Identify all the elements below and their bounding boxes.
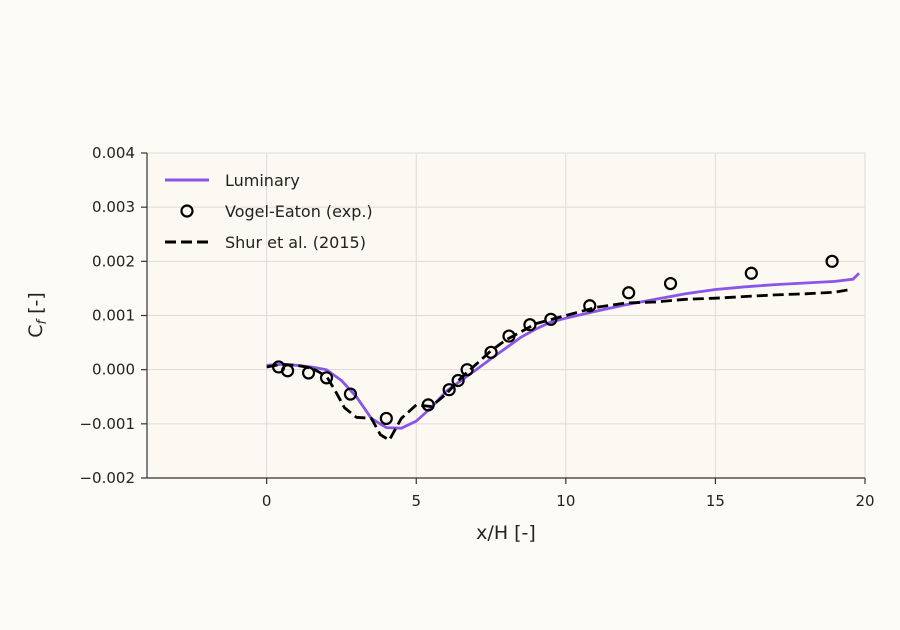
legend-label-shur: Shur et al. (2015) xyxy=(225,233,366,252)
y-tick-label: 0.003 xyxy=(92,198,135,216)
data-point-vogel-eaton-exp xyxy=(421,398,435,412)
y-tick-label: 0.002 xyxy=(92,252,135,270)
data-point-vogel-eaton-exp xyxy=(460,363,474,377)
x-tick-label: 5 xyxy=(411,492,421,510)
data-point-vogel-eaton-exp xyxy=(442,383,456,397)
y-axis-label-main: C xyxy=(25,325,47,338)
legend-swatch-vogel-eaton xyxy=(180,204,194,218)
data-point-vogel-eaton-exp xyxy=(379,411,393,426)
data-point-vogel-eaton-exp xyxy=(544,312,558,326)
x-ticks: 0 5 10 15 20 xyxy=(262,478,875,510)
y-axis-label: Cf [-] xyxy=(25,292,50,338)
data-point-vogel-eaton-exp xyxy=(825,254,839,268)
data-point-vogel-eaton-exp xyxy=(343,387,358,401)
y-axis-label-unit: [-] xyxy=(25,292,47,320)
data-point-vogel-eaton-exp xyxy=(484,345,498,359)
y-tick-label: −0.001 xyxy=(79,415,135,433)
x-tick-label: 10 xyxy=(556,492,575,510)
x-axis-label: x/H [-] xyxy=(476,522,536,544)
series-layer xyxy=(266,254,860,442)
y-tick-label: −0.002 xyxy=(79,469,135,487)
data-point-vogel-eaton-exp xyxy=(622,286,636,300)
series-line-luminary xyxy=(266,272,860,430)
legend-label-vogel-eaton: Vogel-Eaton (exp.) xyxy=(225,202,373,221)
data-point-vogel-eaton-exp xyxy=(301,366,316,380)
y-tick-label: 0.004 xyxy=(92,144,135,162)
data-point-vogel-eaton-exp xyxy=(523,318,537,332)
x-tick-label: 0 xyxy=(262,492,272,510)
data-point-vogel-eaton-exp xyxy=(744,266,758,280)
y-tick-label: 0.001 xyxy=(92,307,135,325)
series-line-shur-et-al-2015 xyxy=(266,288,851,442)
legend-label-luminary: Luminary xyxy=(225,171,300,190)
y-tick-label: 0.000 xyxy=(92,361,135,379)
legend: Luminary Vogel-Eaton (exp.) Shur et al. … xyxy=(165,171,373,252)
data-point-vogel-eaton-exp xyxy=(663,276,678,291)
data-point-vogel-eaton-exp xyxy=(451,373,465,388)
x-tick-label: 20 xyxy=(855,492,874,510)
x-tick-label: 15 xyxy=(706,492,725,510)
data-point-vogel-eaton-exp xyxy=(319,371,334,385)
data-point-vogel-eaton-exp xyxy=(502,329,516,343)
data-point-vogel-eaton-exp xyxy=(281,364,295,378)
y-ticks: −0.002 −0.001 0.000 0.001 0.002 0.003 0.004 xyxy=(79,144,147,487)
data-point-vogel-eaton-exp xyxy=(583,299,597,313)
y-axis-label-subscript: f xyxy=(35,318,50,325)
grid xyxy=(147,152,866,479)
